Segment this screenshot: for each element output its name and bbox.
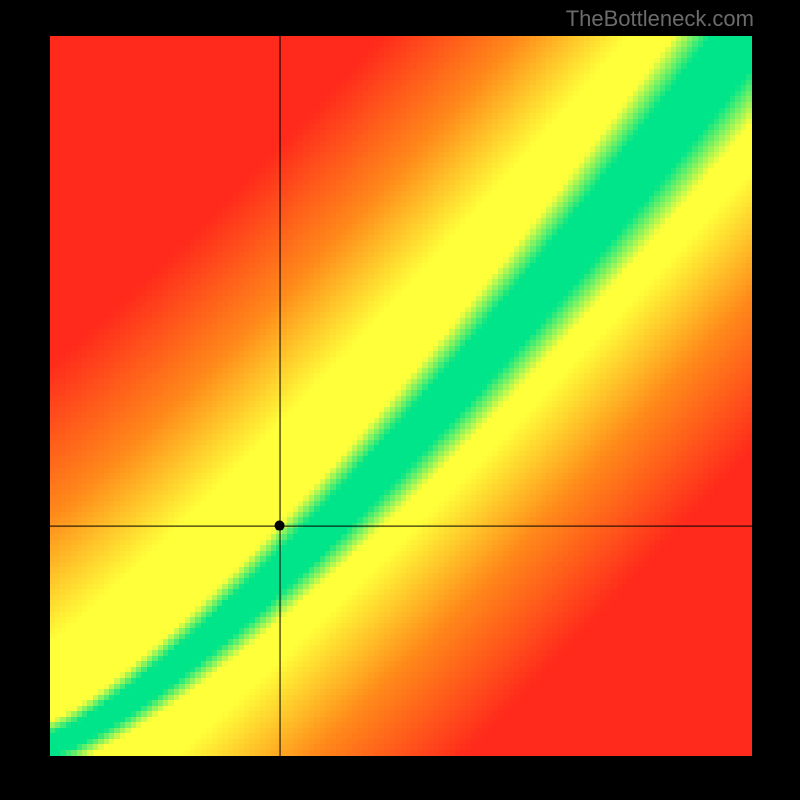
heatmap-canvas [50,36,752,756]
watermark-text: TheBottleneck.com [566,6,754,32]
chart-container: TheBottleneck.com [0,0,800,800]
